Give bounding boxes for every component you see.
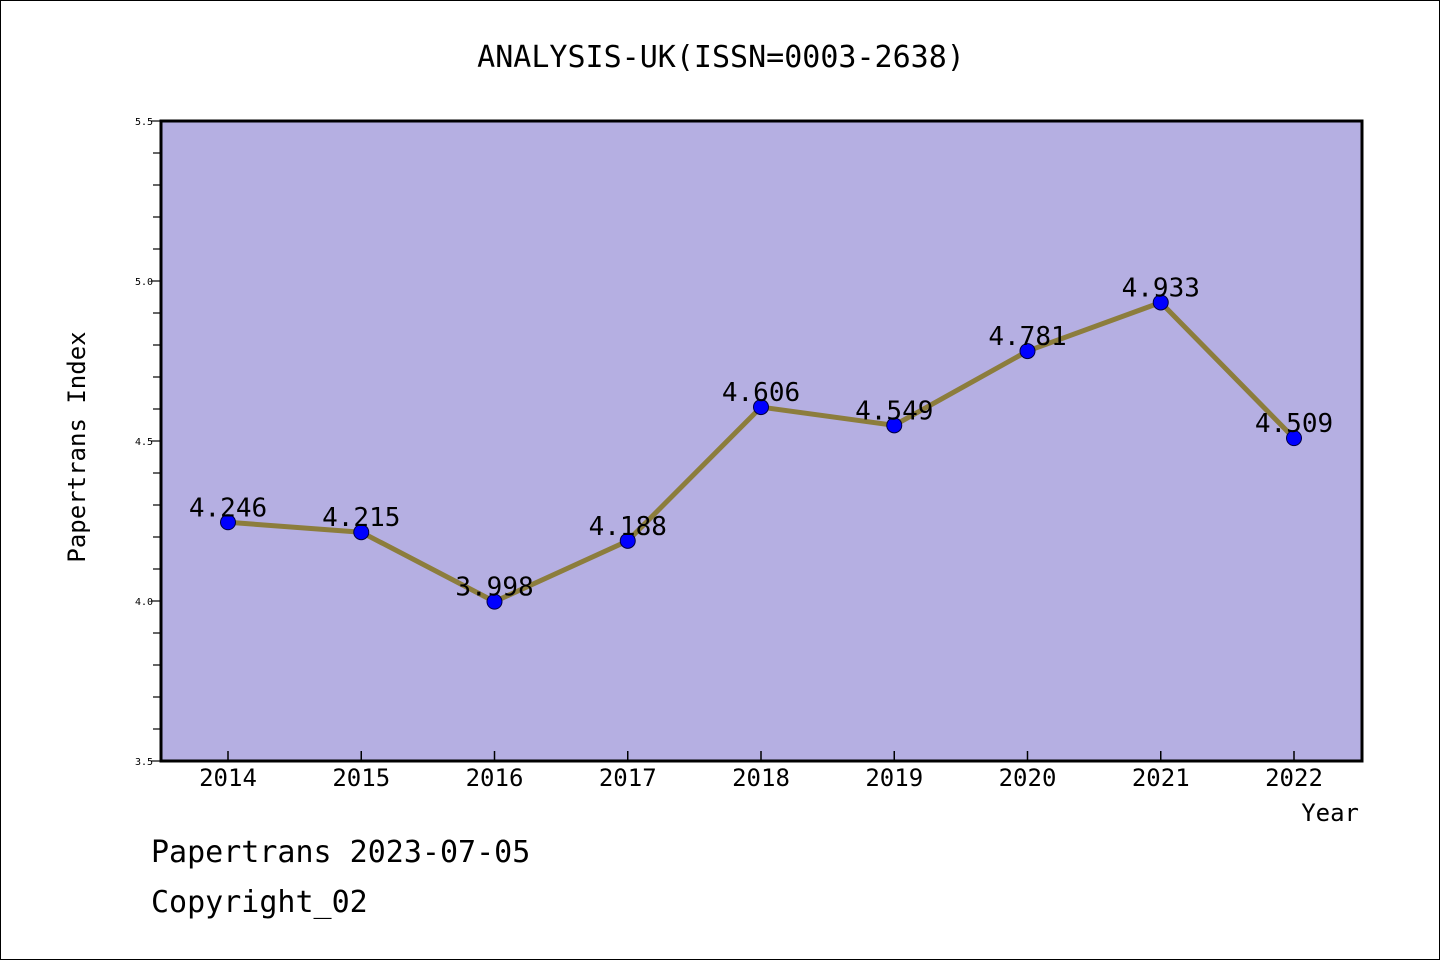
y-tick-label: 4.5 xyxy=(135,437,153,448)
x-tick-label: 2017 xyxy=(599,764,657,792)
chart-title: ANALYSIS-UK(ISSN=0003-2638) xyxy=(477,40,965,75)
series-layer xyxy=(220,294,1302,610)
data-point xyxy=(220,514,236,531)
data-label: 4.606 xyxy=(722,378,800,408)
data-point xyxy=(486,593,503,610)
data-point xyxy=(1019,343,1036,360)
plot-area xyxy=(159,119,1364,763)
data-labels: 4.246 4.215 3.998 4.188 4.606 4.549 4.781 4.933… xyxy=(189,273,1333,602)
y-axis: 3.5 4.0 4.5 5.0 5.5 xyxy=(135,117,161,768)
y-tick-label: 4.0 xyxy=(135,597,153,608)
data-label: 4.549 xyxy=(855,396,933,426)
x-tick-label: 2015 xyxy=(332,764,390,792)
x-tick-label: 2018 xyxy=(732,764,790,792)
data-label: 4.246 xyxy=(189,493,267,523)
data-label: 4.509 xyxy=(1255,409,1333,439)
data-point xyxy=(353,524,370,541)
y-tick-label: 5.0 xyxy=(135,277,153,288)
footer-date: Papertrans 2023-07-05 xyxy=(151,835,531,870)
y-tick-label: 3.5 xyxy=(135,757,153,768)
data-point xyxy=(886,417,903,434)
data-point xyxy=(1152,294,1169,311)
data-label: 4.781 xyxy=(988,322,1066,352)
data-point xyxy=(753,399,769,416)
y-axis-label: Papertrans Index xyxy=(63,331,91,562)
data-label: 4.188 xyxy=(589,512,667,542)
footer-copyright: Copyright_02 xyxy=(151,885,368,920)
data-label: 4.215 xyxy=(322,503,400,533)
data-point xyxy=(619,532,636,549)
data-point xyxy=(1286,430,1302,447)
x-tick-label: 2014 xyxy=(199,764,257,792)
x-axis: 2014 2015 2016 2017 2018 2019 2020 2021 2022 xyxy=(199,751,1323,792)
data-label: 4.933 xyxy=(1122,273,1200,303)
x-tick-label: 2016 xyxy=(466,764,524,792)
x-tick-label: 2020 xyxy=(999,764,1057,792)
x-axis-label: Year xyxy=(1301,799,1359,827)
x-tick-label: 2021 xyxy=(1132,764,1190,792)
x-tick-label: 2019 xyxy=(865,764,923,792)
y-tick-label: 5.5 xyxy=(135,117,153,128)
x-tick-label: 2022 xyxy=(1265,764,1323,792)
data-label: 3.998 xyxy=(455,573,533,603)
